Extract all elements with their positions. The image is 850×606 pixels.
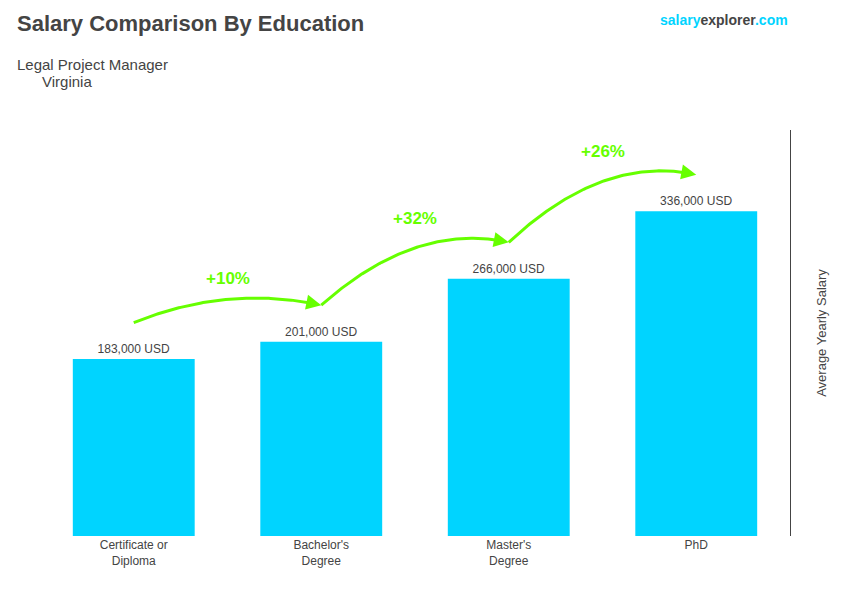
svg-text:Virginia: Virginia xyxy=(42,73,92,90)
svg-text:PhD: PhD xyxy=(685,538,709,552)
svg-text:183,000 USD: 183,000 USD xyxy=(98,342,170,356)
svg-text:salaryexplorer.com: salaryexplorer.com xyxy=(660,12,788,28)
svg-text:+10%: +10% xyxy=(206,269,250,288)
svg-text:Salary Comparison By Education: Salary Comparison By Education xyxy=(17,11,364,36)
svg-text:+26%: +26% xyxy=(581,142,625,161)
svg-text:266,000 USD: 266,000 USD xyxy=(473,262,545,276)
svg-text:Certificate orDiploma: Certificate orDiploma xyxy=(100,538,168,568)
svg-text:Legal Project Manager: Legal Project Manager xyxy=(17,56,168,73)
svg-text:Bachelor'sDegree: Bachelor'sDegree xyxy=(293,538,349,568)
svg-text:Average Yearly Salary: Average Yearly Salary xyxy=(814,269,829,397)
svg-text:201,000 USD: 201,000 USD xyxy=(285,325,357,339)
svg-text:+32%: +32% xyxy=(393,209,437,228)
svg-text:336,000 USD: 336,000 USD xyxy=(660,194,732,208)
svg-text:Master'sDegree: Master'sDegree xyxy=(486,538,531,568)
